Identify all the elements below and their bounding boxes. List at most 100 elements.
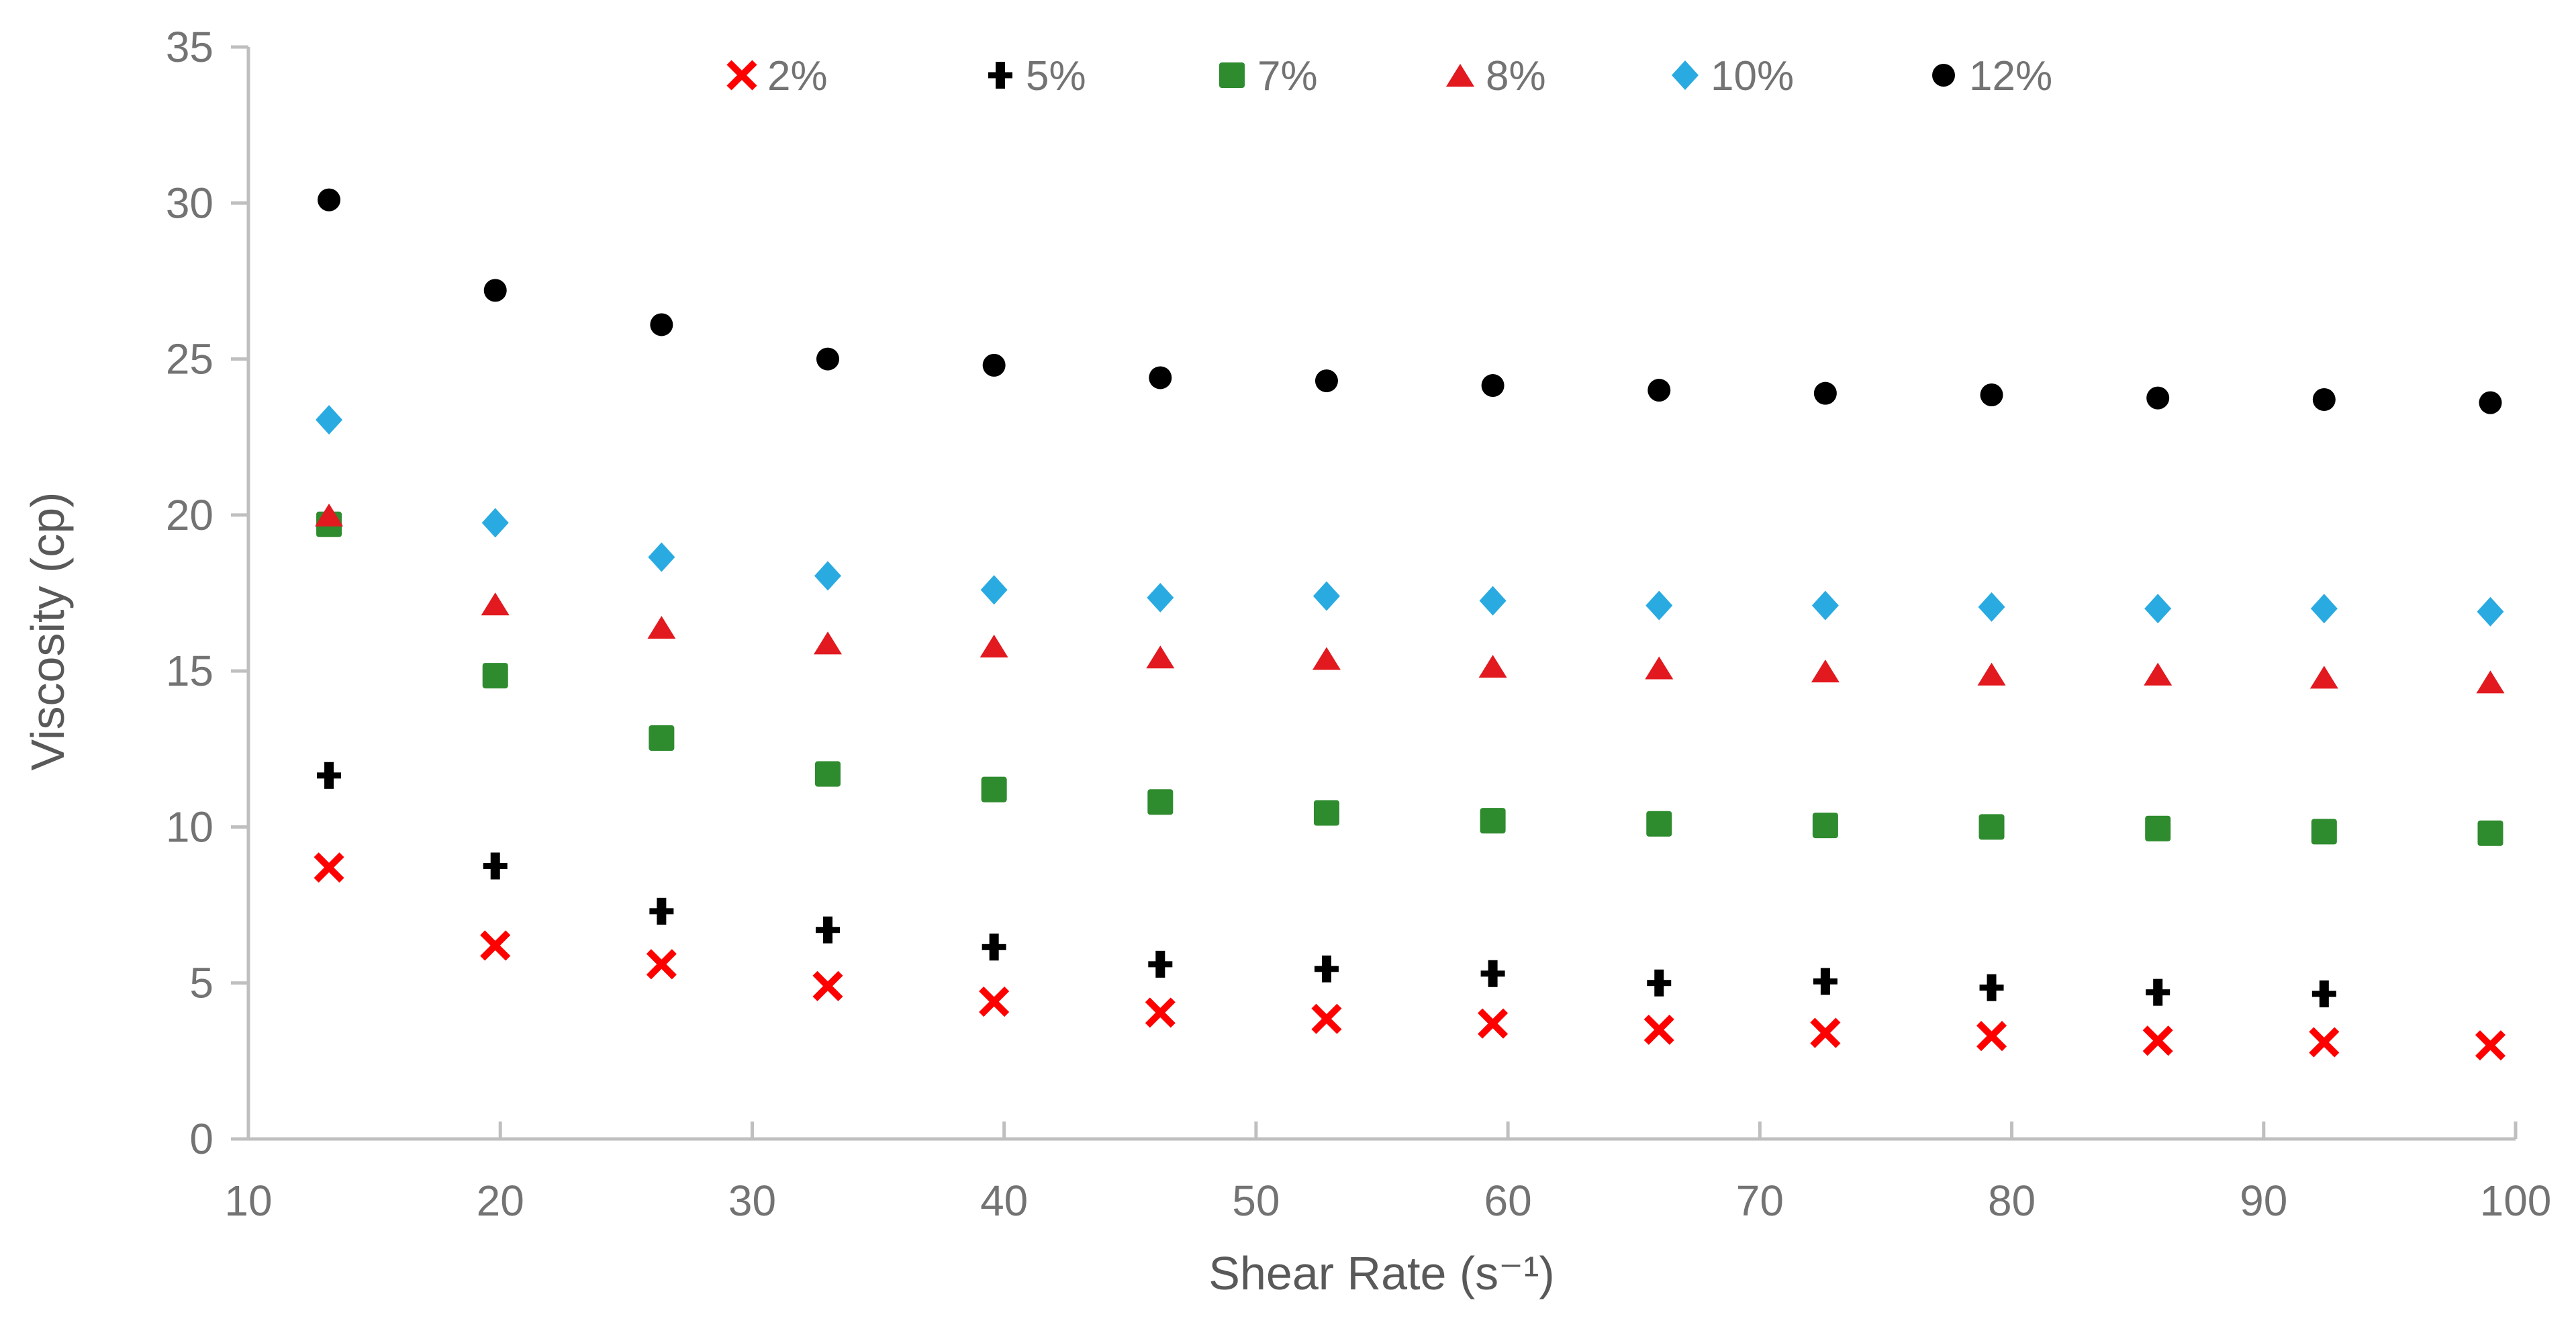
plus-marker (1813, 968, 1838, 995)
plus-marker (1314, 955, 1339, 982)
square-marker (1147, 789, 1174, 815)
data-point (2475, 1030, 2506, 1061)
plus-marker (1979, 974, 2004, 1001)
circle-marker (1980, 383, 2003, 406)
plus-v (1820, 968, 1830, 995)
legend-label: 8% (1486, 53, 1546, 99)
data-point (1648, 379, 1671, 402)
data-point (1312, 647, 1341, 670)
plot-area-points (314, 188, 2506, 1061)
series-8% (315, 503, 2505, 694)
series-5% (317, 762, 2336, 1007)
data-point (1315, 369, 1338, 393)
square-marker (1219, 62, 1245, 88)
diamond-marker (1479, 586, 1507, 616)
y-tick-label: 25 (166, 335, 213, 383)
data-point (815, 761, 841, 787)
data-point (1977, 662, 2006, 686)
circle-marker (650, 313, 673, 336)
data-point (1645, 656, 1674, 680)
chart-legend: 2% 5% 7% 8% 10% 12% (726, 53, 2052, 99)
data-point (979, 987, 1010, 1017)
data-point (483, 852, 508, 880)
data-point (649, 725, 675, 751)
plus-marker (816, 916, 841, 944)
data-point (1976, 1021, 2007, 1052)
data-point (1978, 592, 2005, 622)
y-tick-label: 10 (166, 803, 213, 851)
data-point (647, 616, 676, 639)
circle-marker (1648, 379, 1671, 402)
data-point (2309, 1027, 2340, 1058)
series-10% (316, 405, 2504, 627)
legend-item-7%: 7% (1219, 53, 1318, 99)
data-point (1313, 800, 1339, 826)
plus-v (823, 916, 833, 944)
data-point (315, 503, 344, 527)
circle-marker (1932, 64, 1955, 87)
data-point (483, 279, 507, 302)
diamond-marker (481, 508, 509, 538)
diamond-marker (316, 405, 343, 435)
x-axis-title: Shear Rate (s⁻¹) (1208, 1247, 1554, 1299)
data-point (314, 852, 344, 883)
data-point (481, 508, 509, 538)
circle-marker (816, 347, 840, 371)
diamond-marker (980, 575, 1008, 605)
circle-marker (1149, 366, 1172, 390)
data-point (1646, 811, 1672, 837)
data-point (1643, 1014, 1674, 1045)
legend-marker (1446, 64, 1474, 87)
data-point (980, 575, 1008, 605)
data-point (2309, 666, 2338, 689)
data-point (318, 188, 341, 212)
plus-marker (2311, 980, 2336, 1007)
data-point (2142, 1025, 2173, 1056)
plus-v (1488, 960, 1498, 987)
diamond-marker (1978, 592, 2005, 622)
circle-marker (2312, 387, 2336, 411)
plus-v (324, 762, 334, 789)
square-marker (649, 725, 675, 751)
triangle-marker (1645, 656, 1674, 680)
x-tick-label: 10 (224, 1177, 272, 1225)
x-tick-label: 30 (728, 1177, 776, 1225)
data-point (2146, 978, 2170, 1006)
triangle-marker (980, 634, 1008, 657)
triangle-marker (2309, 666, 2338, 689)
triangle-marker (315, 503, 344, 527)
series-2% (314, 852, 2506, 1061)
x-marker (979, 987, 1010, 1017)
data-point (1314, 955, 1339, 982)
data-point (1313, 581, 1340, 611)
data-point (1645, 590, 1673, 621)
diamond-marker (2144, 594, 2172, 624)
data-point (816, 916, 841, 944)
plus-marker (649, 897, 674, 925)
legend-label: 10% (1711, 53, 1794, 99)
data-point (1480, 960, 1505, 987)
square-marker (1313, 800, 1339, 826)
x-tick-label: 80 (1988, 1177, 2036, 1225)
data-point (1813, 968, 1838, 995)
data-point (814, 631, 843, 655)
diamond-marker (1811, 590, 1839, 621)
plus-marker (483, 852, 508, 880)
diamond-marker (1313, 581, 1340, 611)
plus-marker (317, 762, 342, 789)
data-point (981, 776, 1007, 803)
plus-v (1654, 969, 1664, 997)
y-tick-label: 30 (166, 179, 213, 227)
plus-v (1987, 974, 1997, 1001)
square-marker (1978, 814, 2005, 840)
data-point (1980, 383, 2003, 406)
circle-marker (1813, 381, 1837, 405)
data-point (482, 663, 508, 689)
x-marker (314, 852, 344, 883)
circle-marker (318, 188, 341, 212)
x-tick-label: 70 (1736, 1177, 1784, 1225)
y-tick-label: 20 (166, 491, 213, 539)
square-marker (1646, 811, 1672, 837)
y-tick-label: 15 (166, 647, 213, 695)
data-point (812, 970, 843, 1001)
